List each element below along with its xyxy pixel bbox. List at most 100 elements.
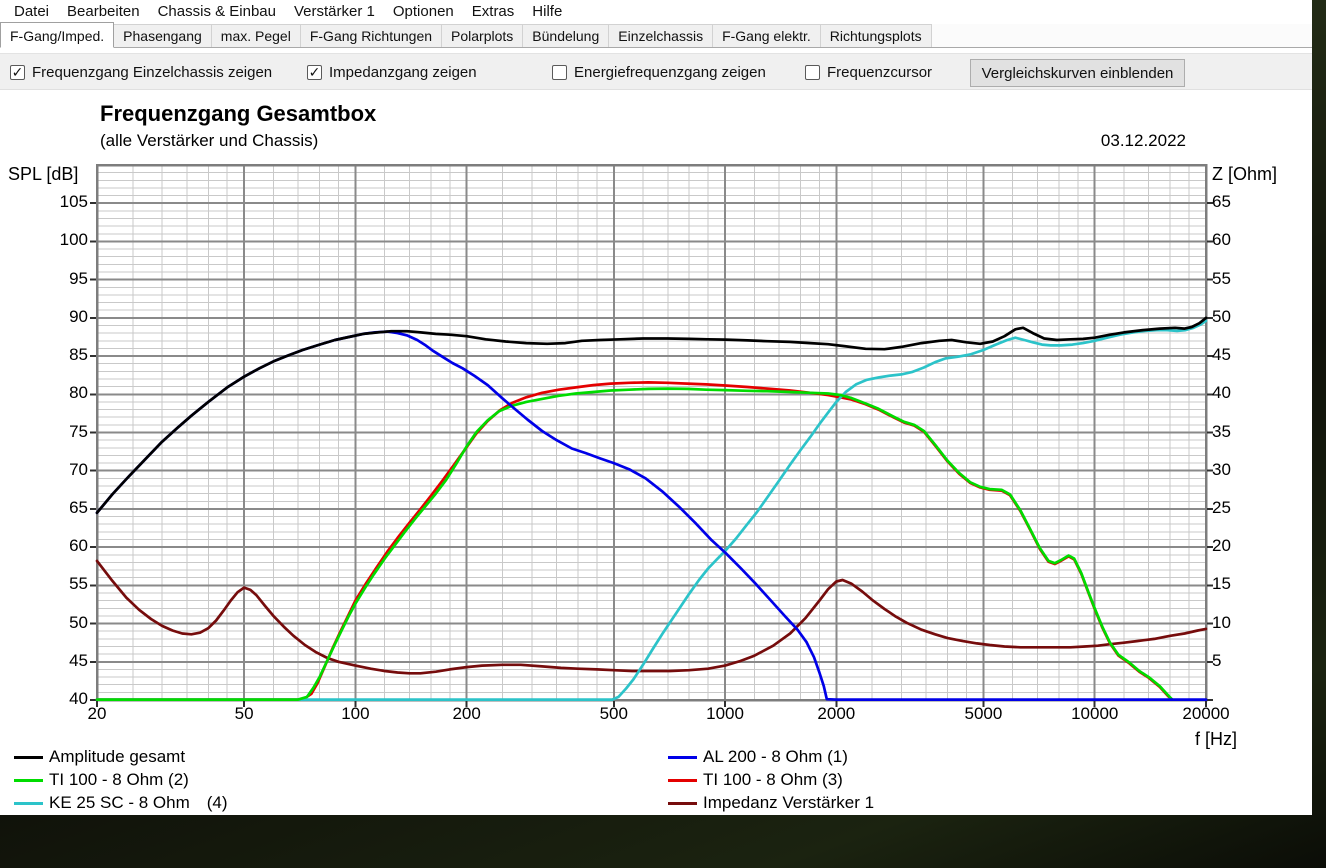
y-right-tick-5: 5	[1212, 650, 1222, 670]
menu-item-extras[interactable]: Extras	[471, 3, 515, 20]
x-tick-200: 200	[452, 704, 481, 723]
legend-item-ti-100-8-ohm-2: TI 100 - 8 Ohm (2)	[14, 769, 189, 791]
y-axis-left-label: SPL [dB]	[8, 164, 79, 184]
y-left-tick-75: 75	[69, 421, 88, 441]
menu-item-hilfe[interactable]: Hilfe	[532, 3, 563, 20]
curve-ti-100-8-ohm-2	[95, 387, 1174, 701]
legend-line-icon	[14, 801, 43, 805]
chart-title: Frequenzgang Gesamtbox	[100, 101, 377, 126]
y-right-tick-65: 65	[1212, 192, 1231, 212]
chart-subtitle: (alle Verstärker und Chassis)	[100, 131, 319, 150]
legend-item-al-200-8-ohm-1: AL 200 - 8 Ohm (1)	[668, 746, 848, 768]
control-bar: Vergleichskurven einblenden ✓ Frequenzgan…	[0, 53, 1312, 90]
checkbox-unchecked-icon[interactable]	[552, 64, 567, 80]
checkbox-energiefrequenzgang-zeigen[interactable]: Energiefrequenzgang zeigen	[552, 63, 766, 81]
y-left-tick-45: 45	[69, 650, 88, 670]
checkbox-checked-icon[interactable]: ✓	[10, 64, 25, 80]
legend-line-icon	[14, 755, 43, 759]
tab-f-gang-imped[interactable]: F-Gang/Imped.	[0, 22, 115, 48]
checkbox-unchecked-icon[interactable]	[805, 64, 820, 80]
tab-bündelung[interactable]: Bündelung	[522, 24, 610, 47]
legend-line-icon	[668, 755, 697, 759]
legend-line-icon	[668, 778, 697, 782]
compare-curves-button[interactable]: Vergleichskurven einblenden	[970, 59, 1185, 87]
tab-f-gang-richtungen[interactable]: F-Gang Richtungen	[299, 24, 443, 47]
y-left-tick-50: 50	[69, 612, 88, 632]
menu-item-verstärker-1[interactable]: Verstärker 1	[294, 3, 375, 20]
x-axis-label: f [Hz]	[1194, 729, 1237, 749]
menu-item-datei[interactable]: Datei	[14, 3, 50, 20]
menu-item-chassis-einbau[interactable]: Chassis & Einbau	[157, 3, 276, 20]
legend-line-icon	[668, 801, 697, 805]
checkbox-label: Frequenzgang Einzelchassis zeigen	[32, 63, 273, 81]
y-right-tick-40: 40	[1212, 383, 1231, 403]
x-tick-100: 100	[341, 704, 370, 723]
checkbox-impedanzgang-zeigen[interactable]: ✓ Impedanzgang zeigen	[307, 63, 477, 81]
checkbox-frequenzgang-einzelchassis-zeigen[interactable]: ✓ Frequenzgang Einzelchassis zeigen	[10, 63, 272, 81]
menu-bar: Datei Bearbeiten Chassis & Einbau Verstärke…	[0, 0, 1312, 23]
y-right-tick-60: 60	[1212, 230, 1231, 250]
chart-date: 03.12.2022	[1100, 131, 1186, 150]
y-left-tick-95: 95	[69, 268, 88, 288]
y-axis-right-label: Z [Ohm]	[1212, 164, 1278, 184]
tab-einzelchassis[interactable]: Einzelchassis	[608, 24, 714, 47]
x-tick-20: 20	[87, 704, 107, 723]
legend-item-ke-25-sc-8-ohm-4: KE 25 SC - 8 Ohm (4)	[14, 792, 228, 814]
checkbox-label: Energiefrequenzgang zeigen	[574, 63, 766, 81]
x-tick-1000: 1000	[706, 704, 744, 723]
x-tick-500: 500	[599, 704, 628, 723]
tab-max-pegel[interactable]: max. Pegel	[210, 24, 301, 47]
legend-label: Amplitude gesamt	[49, 747, 186, 766]
y-left-tick-85: 85	[69, 345, 88, 365]
menu-item-optionen[interactable]: Optionen	[392, 3, 454, 20]
y-right-tick-55: 55	[1212, 268, 1231, 288]
tab-richtungsplots[interactable]: Richtungsplots	[819, 24, 932, 47]
y-left-tick-65: 65	[69, 497, 88, 517]
y-left-tick-55: 55	[69, 574, 88, 594]
y-left-tick-70: 70	[69, 459, 88, 479]
checkbox-label: Impedanzgang zeigen	[329, 63, 477, 81]
y-right-tick-35: 35	[1212, 421, 1231, 441]
y-left-tick-40: 40	[69, 689, 88, 708]
checkbox-frequenzcursor[interactable]: Frequenzcursor	[805, 63, 932, 81]
checkbox-checked-icon[interactable]: ✓	[307, 64, 322, 80]
legend-label: Impedanz Verstärker 1	[703, 793, 875, 812]
tab-f-gang-elektr[interactable]: F-Gang elektr.	[712, 24, 821, 47]
legend-item-impedanz-verstärker-1: Impedanz Verstärker 1	[668, 792, 874, 814]
y-right-tick-25: 25	[1212, 497, 1231, 517]
checkbox-label: Frequenzcursor	[827, 63, 933, 81]
y-left-tick-60: 60	[69, 536, 88, 556]
x-tick-2000: 2000	[817, 704, 856, 723]
y-left-tick-80: 80	[69, 383, 88, 403]
x-tick-20000: 20000	[1182, 704, 1230, 723]
x-tick-10000: 10000	[1071, 704, 1119, 723]
legend-item-ti-100-8-ohm-3: TI 100 - 8 Ohm (3)	[668, 769, 843, 791]
y-right-tick-20: 20	[1212, 536, 1231, 556]
legend-label: TI 100 - 8 Ohm (2)	[49, 770, 189, 789]
y-right-tick-45: 45	[1212, 345, 1231, 365]
curve-amplitude-gesamt	[95, 316, 1208, 515]
curve-ke-25-sc-8-ohm-4	[95, 319, 1208, 701]
tab-bar: F-Gang/Imped. Phasengang max. Pegel F-Gang …	[0, 22, 1312, 48]
frequency-response-chart[interactable]	[0, 0, 1312, 815]
y-right-tick-30: 30	[1212, 459, 1231, 479]
curve-ti-100-8-ohm-3	[95, 381, 1174, 701]
x-tick-50: 50	[234, 704, 254, 723]
menu-item-bearbeiten[interactable]: Bearbeiten	[67, 3, 140, 20]
app-window: Datei Bearbeiten Chassis & Einbau Verstärke…	[0, 0, 1312, 815]
y-right-tick-15: 15	[1212, 574, 1231, 594]
y-left-tick-105: 105	[59, 192, 88, 212]
y-left-tick-100: 100	[59, 230, 88, 250]
x-tick-5000: 5000	[964, 704, 1003, 723]
legend-item-amplitude-gesamt: Amplitude gesamt	[14, 746, 185, 768]
tab-phasengang[interactable]: Phasengang	[113, 24, 212, 47]
legend-label: TI 100 - 8 Ohm (3)	[703, 770, 843, 789]
legend-label: KE 25 SC - 8 Ohm (4)	[49, 793, 228, 812]
curve-impedanz-verstärker-1	[95, 559, 1208, 675]
y-right-tick-50: 50	[1212, 306, 1231, 326]
y-right-tick-10: 10	[1212, 612, 1231, 632]
legend-line-icon	[14, 778, 43, 782]
legend-label: AL 200 - 8 Ohm (1)	[703, 747, 848, 766]
y-left-tick-90: 90	[69, 306, 88, 326]
